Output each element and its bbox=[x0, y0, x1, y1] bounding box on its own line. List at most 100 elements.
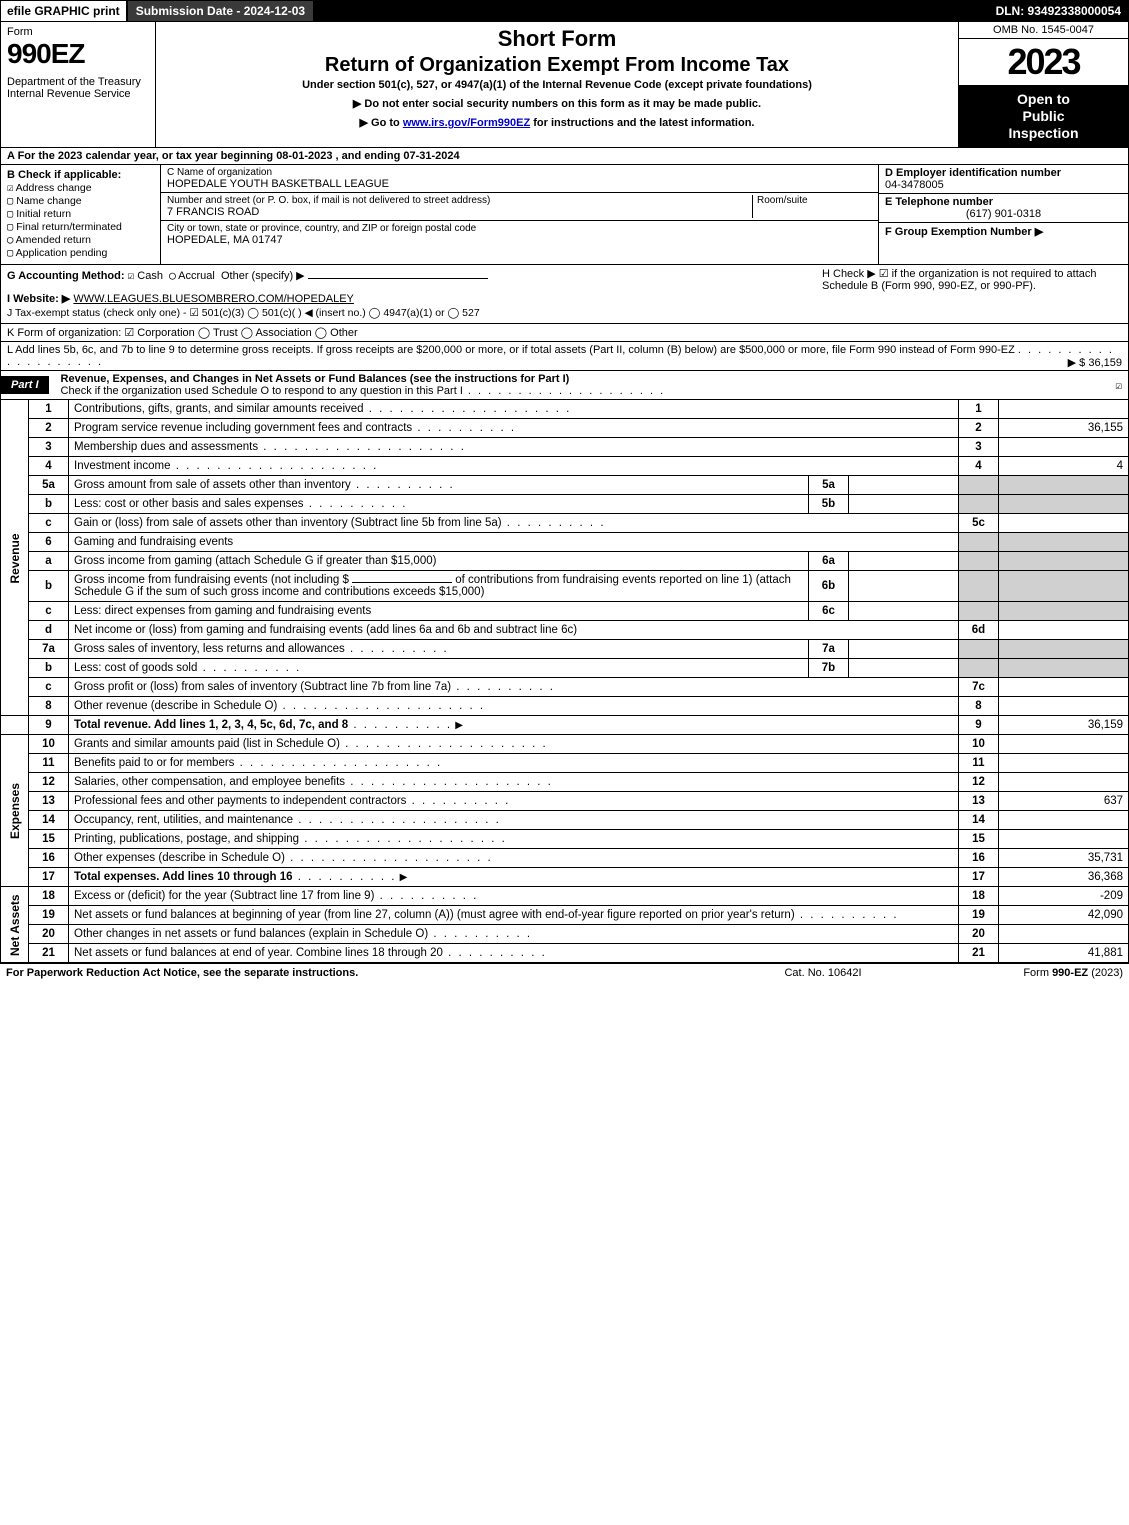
top-bar: efile GRAPHIC print Submission Date - 20… bbox=[0, 0, 1129, 22]
shade-amt-6b bbox=[999, 571, 1129, 602]
box-4: 4 bbox=[959, 457, 999, 476]
ln-16: 16 bbox=[29, 849, 69, 868]
d-ein: 04-3478005 bbox=[885, 179, 944, 191]
footer-left: For Paperwork Reduction Act Notice, see … bbox=[6, 967, 723, 979]
shade-amt-7a bbox=[999, 640, 1129, 659]
box-16: 16 bbox=[959, 849, 999, 868]
section-bcdef: B Check if applicable: ☑ Address change … bbox=[0, 165, 1129, 265]
goto-note: ▶ Go to www.irs.gov/Form990EZ for instru… bbox=[162, 116, 952, 129]
chk-app-pending-label: Application pending bbox=[16, 247, 108, 259]
desc-2: Program service revenue including govern… bbox=[69, 419, 959, 438]
form-header: Form 990EZ Department of the Treasury In… bbox=[0, 22, 1129, 148]
ssn-warning: ▶ Do not enter social security numbers o… bbox=[162, 97, 952, 110]
efile-print-button[interactable]: efile GRAPHIC print bbox=[0, 0, 127, 22]
ln-6a: a bbox=[29, 552, 69, 571]
subamt-5b bbox=[849, 495, 959, 514]
row-k: K Form of organization: ☑ Corporation ◯ … bbox=[0, 324, 1129, 342]
col-def: D Employer identification number 04-3478… bbox=[878, 165, 1128, 264]
ln-12: 12 bbox=[29, 773, 69, 792]
ln-19: 19 bbox=[29, 906, 69, 925]
e-phone-row: E Telephone number (617) 901-0318 bbox=[879, 194, 1128, 223]
subamt-6b bbox=[849, 571, 959, 602]
chk-initial-return[interactable]: ▢ Initial return bbox=[7, 208, 154, 220]
g-cash[interactable]: Cash bbox=[137, 270, 163, 282]
amt-6d bbox=[999, 621, 1129, 640]
e-phone: (617) 901-0318 bbox=[885, 208, 1122, 220]
box-10: 10 bbox=[959, 735, 999, 754]
part1-title: Revenue, Expenses, and Changes in Net As… bbox=[61, 373, 570, 385]
box-19: 19 bbox=[959, 906, 999, 925]
irs-label: Internal Revenue Service bbox=[7, 88, 149, 100]
c-street-row: Number and street (or P. O. box, if mail… bbox=[161, 193, 878, 221]
shade-7a bbox=[959, 640, 999, 659]
irs-link[interactable]: www.irs.gov/Form990EZ bbox=[403, 117, 530, 129]
amt-9: 36,159 bbox=[999, 716, 1129, 735]
g-accrual[interactable]: Accrual bbox=[178, 270, 215, 282]
side-expenses: Expenses bbox=[1, 735, 29, 887]
amt-18: -209 bbox=[999, 887, 1129, 906]
part1-header: Part I Revenue, Expenses, and Changes in… bbox=[0, 371, 1129, 400]
box-2: 2 bbox=[959, 419, 999, 438]
box-12: 12 bbox=[959, 773, 999, 792]
col-c-org-info: C Name of organization HOPEDALE YOUTH BA… bbox=[161, 165, 878, 264]
desc-6d: Net income or (loss) from gaming and fun… bbox=[69, 621, 959, 640]
shade-6a bbox=[959, 552, 999, 571]
dept-treasury: Department of the Treasury bbox=[7, 76, 149, 88]
amt-11 bbox=[999, 754, 1129, 773]
desc-6b: Gross income from fundraising events (no… bbox=[69, 571, 809, 602]
shade-amt-7b bbox=[999, 659, 1129, 678]
c-street-label: Number and street (or P. O. box, if mail… bbox=[167, 195, 752, 206]
ln-6d: d bbox=[29, 621, 69, 640]
shade-amt-6c bbox=[999, 602, 1129, 621]
ln-7c: c bbox=[29, 678, 69, 697]
inspection-badge: Open to Public Inspection bbox=[959, 85, 1128, 147]
shade-6 bbox=[959, 533, 999, 552]
goto-pre: ▶ Go to bbox=[360, 117, 403, 129]
ln-15: 15 bbox=[29, 830, 69, 849]
ln-6c: c bbox=[29, 602, 69, 621]
sub-5b: 5b bbox=[809, 495, 849, 514]
insp-1: Open to bbox=[963, 91, 1124, 108]
amt-15 bbox=[999, 830, 1129, 849]
box-18: 18 bbox=[959, 887, 999, 906]
amt-13: 637 bbox=[999, 792, 1129, 811]
chk-final-return[interactable]: ▢ Final return/terminated bbox=[7, 221, 154, 233]
form-number: 990EZ bbox=[7, 38, 149, 70]
ln-7b: b bbox=[29, 659, 69, 678]
col-b-checkboxes: B Check if applicable: ☑ Address change … bbox=[1, 165, 161, 264]
desc-10: Grants and similar amounts paid (list in… bbox=[69, 735, 959, 754]
chk-amended-return[interactable]: ◯ Amended return bbox=[7, 234, 154, 246]
shade-amt-6a bbox=[999, 552, 1129, 571]
i-website[interactable]: WWW.LEAGUES.BLUESOMBRERO.COM/HOPEDALEY bbox=[73, 293, 354, 305]
desc-7a: Gross sales of inventory, less returns a… bbox=[69, 640, 809, 659]
subamt-7b bbox=[849, 659, 959, 678]
amt-8 bbox=[999, 697, 1129, 716]
desc-8: Other revenue (describe in Schedule O) bbox=[69, 697, 959, 716]
chk-application-pending[interactable]: ▢ Application pending bbox=[7, 247, 154, 259]
chk-name-change[interactable]: ▢ Name change bbox=[7, 195, 154, 207]
side-netassets: Net Assets bbox=[1, 887, 29, 963]
ln-3: 3 bbox=[29, 438, 69, 457]
ln-5a: 5a bbox=[29, 476, 69, 495]
amt-12 bbox=[999, 773, 1129, 792]
amt-4: 4 bbox=[999, 457, 1129, 476]
row-l: L Add lines 5b, 6c, and 7b to line 9 to … bbox=[0, 342, 1129, 371]
f-label: F Group Exemption Number ▶ bbox=[885, 226, 1043, 238]
chk-address-change[interactable]: ☑ Address change bbox=[7, 182, 154, 194]
desc-6: Gaming and fundraising events bbox=[69, 533, 959, 552]
part1-checkbox[interactable]: ☑ bbox=[1109, 377, 1128, 394]
sub-6b: 6b bbox=[809, 571, 849, 602]
desc-20: Other changes in net assets or fund bala… bbox=[69, 925, 959, 944]
box-8: 8 bbox=[959, 697, 999, 716]
part1-tab: Part I bbox=[1, 376, 49, 394]
subamt-6c bbox=[849, 602, 959, 621]
short-form-title: Short Form bbox=[162, 26, 952, 52]
form-title: Return of Organization Exempt From Incom… bbox=[162, 54, 952, 77]
ln-14: 14 bbox=[29, 811, 69, 830]
g-other[interactable]: Other (specify) ▶ bbox=[221, 270, 305, 282]
b-label: B Check if applicable: bbox=[7, 169, 121, 181]
header-left: Form 990EZ Department of the Treasury In… bbox=[1, 22, 156, 147]
box-20: 20 bbox=[959, 925, 999, 944]
shade-7b bbox=[959, 659, 999, 678]
header-center: Short Form Return of Organization Exempt… bbox=[156, 22, 958, 147]
